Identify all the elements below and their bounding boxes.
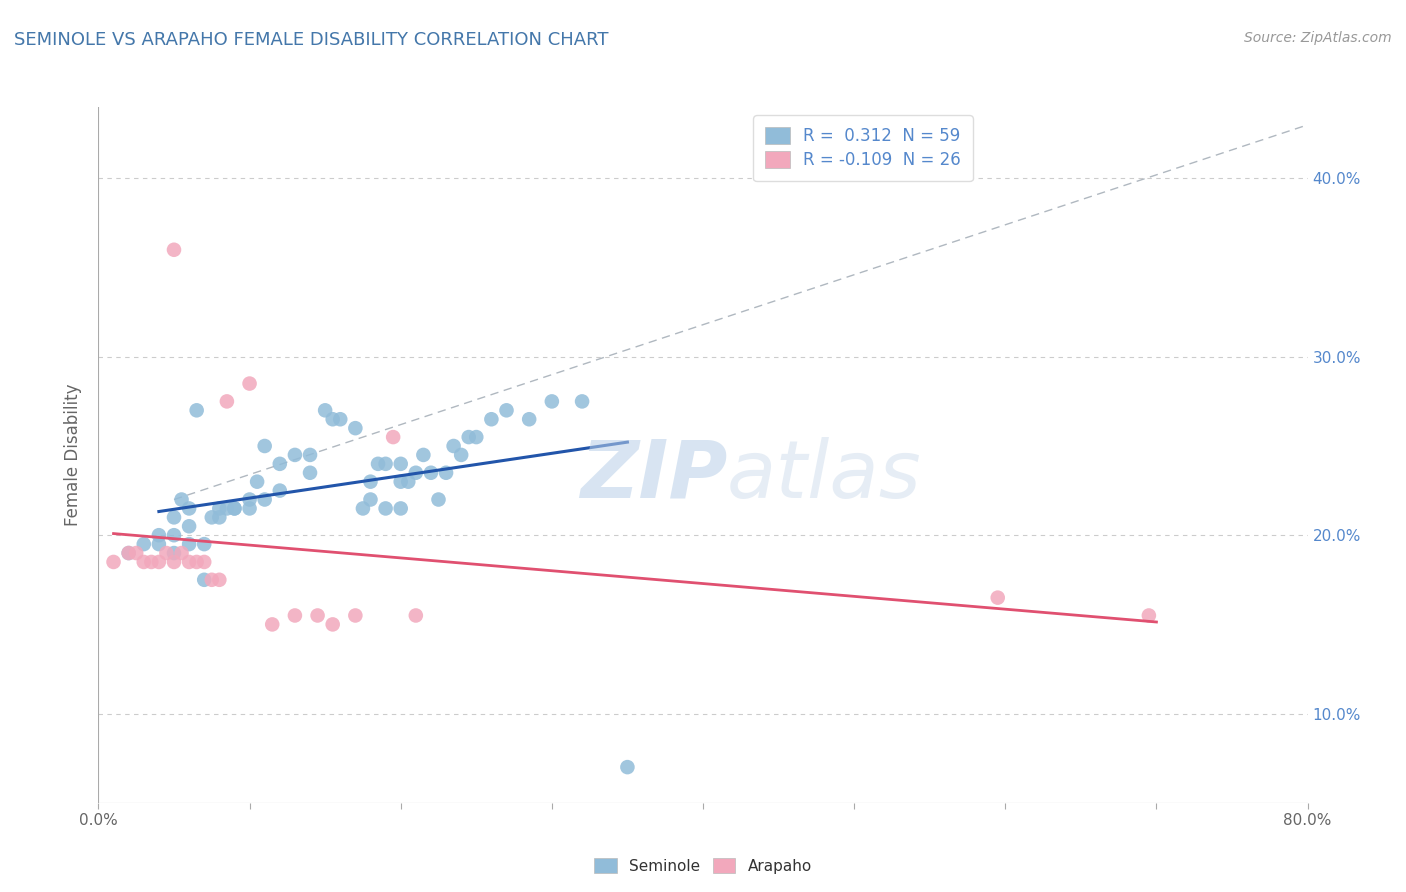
Point [239, 376, 262, 391]
Point [517, 412, 540, 426]
Point [224, 501, 246, 516]
Point [389, 457, 412, 471]
Point [443, 439, 465, 453]
Point [148, 537, 170, 551]
Point [163, 528, 186, 542]
Legend: Seminole, Arapaho: Seminole, Arapaho [588, 852, 818, 880]
Point [360, 492, 382, 507]
Point [193, 555, 215, 569]
Point [118, 546, 141, 560]
Point [132, 537, 155, 551]
Point [344, 608, 367, 623]
Point [201, 510, 224, 524]
Point [103, 555, 125, 569]
Point [132, 555, 155, 569]
Point [571, 394, 593, 409]
Point [262, 617, 284, 632]
Point [427, 492, 450, 507]
Point [186, 555, 208, 569]
Point [322, 617, 344, 632]
Point [412, 448, 434, 462]
Point [163, 510, 186, 524]
Point [405, 466, 427, 480]
Point [253, 492, 276, 507]
Point [239, 501, 262, 516]
Point [314, 403, 336, 417]
Point [389, 501, 412, 516]
Point [208, 510, 231, 524]
Point [215, 501, 238, 516]
Point [125, 546, 148, 560]
Legend: R =  0.312  N = 59, R = -0.109  N = 26: R = 0.312 N = 59, R = -0.109 N = 26 [754, 115, 973, 181]
Point [352, 501, 374, 516]
Point [170, 546, 193, 560]
Point [118, 546, 141, 560]
Text: Source: ZipAtlas.com: Source: ZipAtlas.com [1244, 31, 1392, 45]
Point [269, 483, 291, 498]
Point [186, 403, 208, 417]
Point [367, 457, 389, 471]
Text: SEMINOLE VS ARAPAHO FEMALE DISABILITY CORRELATION CHART: SEMINOLE VS ARAPAHO FEMALE DISABILITY CO… [14, 31, 609, 49]
Point [284, 448, 307, 462]
Point [179, 501, 201, 516]
Point [495, 403, 517, 417]
Point [396, 475, 419, 489]
Point [193, 537, 215, 551]
Point [148, 528, 170, 542]
Point [163, 555, 186, 569]
Point [374, 501, 396, 516]
Point [193, 573, 215, 587]
Point [329, 412, 352, 426]
Point [253, 439, 276, 453]
Point [163, 243, 186, 257]
Point [208, 573, 231, 587]
Point [307, 608, 329, 623]
Point [148, 555, 170, 569]
Point [284, 608, 307, 623]
Point [170, 492, 193, 507]
Point [434, 466, 457, 480]
Point [179, 537, 201, 551]
Point [616, 760, 638, 774]
Point [344, 421, 367, 435]
Text: ZIP: ZIP [579, 437, 727, 515]
Point [299, 466, 322, 480]
Point [246, 475, 269, 489]
Point [420, 466, 443, 480]
Point [374, 457, 396, 471]
Point [389, 475, 412, 489]
Point [450, 448, 472, 462]
Point [405, 608, 427, 623]
Y-axis label: Female Disability: Female Disability [65, 384, 83, 526]
Point [481, 412, 503, 426]
Point [201, 573, 224, 587]
Point [540, 394, 562, 409]
Point [322, 412, 344, 426]
Point [269, 457, 291, 471]
Point [987, 591, 1010, 605]
Point [239, 492, 262, 507]
Point [208, 501, 231, 516]
Point [382, 430, 405, 444]
Point [179, 555, 201, 569]
Text: atlas: atlas [727, 437, 922, 515]
Point [1137, 608, 1160, 623]
Point [141, 555, 163, 569]
Point [299, 448, 322, 462]
Point [163, 546, 186, 560]
Point [155, 546, 177, 560]
Point [360, 475, 382, 489]
Point [179, 519, 201, 533]
Point [465, 430, 488, 444]
Point [457, 430, 479, 444]
Point [224, 501, 246, 516]
Point [215, 394, 238, 409]
